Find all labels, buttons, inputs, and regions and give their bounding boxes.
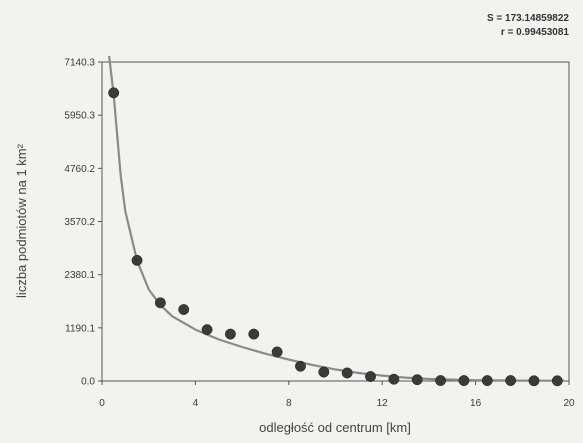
data-point-19 <box>551 375 563 387</box>
fit-curve-layer <box>108 56 565 381</box>
y-axis-title: liczba podmiotów na 1 km² <box>14 143 29 298</box>
data-point-5 <box>224 328 236 340</box>
data-point-14 <box>435 375 447 387</box>
x-tick-label-5: 20 <box>563 398 575 409</box>
fit-r-statistic: r = 0.99453081 <box>501 27 570 38</box>
data-point-16 <box>481 375 493 387</box>
y-tick-label-1: 1190.1 <box>65 323 95 334</box>
data-point-15 <box>458 375 470 387</box>
plot-area-frame <box>101 61 570 382</box>
data-point-7 <box>271 346 283 358</box>
data-point-18 <box>528 375 540 387</box>
data-point-12 <box>388 373 400 385</box>
y-tick-label-2: 2380.1 <box>64 270 95 281</box>
x-tick-label-1: 4 <box>193 398 199 409</box>
data-point-2 <box>154 297 166 309</box>
fit-curve <box>108 56 565 381</box>
x-tick-label-0: 0 <box>99 398 105 409</box>
data-point-17 <box>505 375 517 387</box>
fit-s-statistic: S = 173.14859822 <box>487 13 569 24</box>
x-tick-label-2: 8 <box>286 398 292 409</box>
y-tick-label-4: 4760.2 <box>64 164 95 175</box>
y-tick-label-3: 3570.2 <box>64 217 95 228</box>
x-tick-label-3: 12 <box>377 398 389 409</box>
y-tick-label-5: 5950.3 <box>64 111 95 122</box>
x-axis-title: odległość od centrum [km] <box>259 420 411 435</box>
data-point-10 <box>341 367 353 379</box>
axes-layer: 0.0 1190.1 2380.1 3570.2 4760.2 5950.3 7140.3 0… <box>64 58 575 410</box>
x-tick-label-4: 16 <box>470 398 482 409</box>
y-tick-label-6: 7140.3 <box>64 58 95 69</box>
data-point-3 <box>178 304 190 315</box>
data-points-layer <box>108 87 563 387</box>
data-point-13 <box>411 374 423 386</box>
data-point-8 <box>295 360 306 372</box>
y-tick-label-0: 0.0 <box>81 377 95 388</box>
data-point-11 <box>365 371 376 382</box>
data-point-6 <box>248 328 260 340</box>
data-point-9 <box>318 366 330 378</box>
data-point-4 <box>201 324 213 336</box>
data-point-0 <box>108 87 120 99</box>
data-point-1 <box>131 254 143 266</box>
